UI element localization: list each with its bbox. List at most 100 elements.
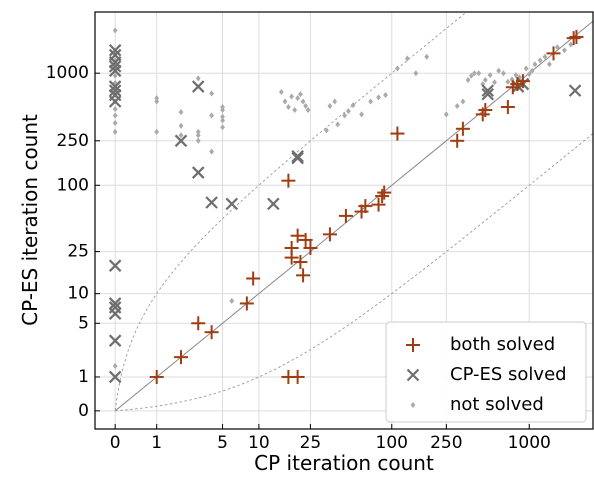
y-tick-label: 10 bbox=[67, 284, 89, 304]
point-not-solved bbox=[154, 98, 159, 104]
point-not-solved bbox=[351, 102, 356, 108]
point-both-solved bbox=[240, 296, 254, 310]
point-not-solved bbox=[328, 103, 333, 109]
point-both-solved bbox=[501, 100, 515, 114]
legend: both solved CP-ES solved not solved bbox=[386, 322, 586, 422]
point-both-solved bbox=[296, 268, 310, 282]
point-not-solved bbox=[466, 77, 471, 83]
point-not-solved bbox=[547, 61, 552, 67]
point-not-solved bbox=[279, 89, 284, 95]
point-cp-es-solved bbox=[292, 151, 303, 162]
point-not-solved bbox=[346, 108, 351, 114]
x-tick-label: 250 bbox=[430, 433, 462, 453]
y-axis-title: CP-ES iteration count bbox=[18, 114, 42, 326]
point-not-solved bbox=[113, 113, 118, 119]
point-both-solved bbox=[205, 325, 219, 339]
point-not-solved bbox=[455, 103, 460, 109]
point-not-solved bbox=[179, 123, 184, 129]
point-not-solved bbox=[524, 66, 529, 72]
y-tick-label: 1 bbox=[78, 367, 89, 387]
point-not-solved bbox=[376, 94, 381, 100]
point-not-solved bbox=[476, 70, 481, 76]
point-both-solved bbox=[191, 316, 205, 330]
point-not-solved bbox=[359, 111, 364, 117]
x-tick-label: 5 bbox=[217, 433, 228, 453]
point-not-solved bbox=[562, 47, 567, 53]
x-tick-label: 1 bbox=[151, 433, 162, 453]
point-not-solved bbox=[301, 98, 306, 104]
point-not-solved bbox=[283, 98, 288, 104]
point-cp-es-solved bbox=[292, 153, 303, 164]
point-cp-es-solved bbox=[193, 167, 204, 178]
point-both-solved bbox=[174, 350, 188, 364]
point-cp-es-solved bbox=[206, 197, 217, 208]
point-not-solved bbox=[444, 111, 449, 117]
x-axis-title: CP iteration count bbox=[254, 451, 434, 475]
legend-label-both-solved: both solved bbox=[450, 334, 555, 355]
point-not-solved bbox=[229, 298, 234, 304]
point-not-solved bbox=[113, 120, 118, 126]
x-tick-label: 1000 bbox=[508, 433, 551, 453]
legend-label-not-solved: not solved bbox=[450, 394, 544, 415]
point-not-solved bbox=[209, 90, 214, 96]
point-cp-es-solved bbox=[570, 85, 581, 96]
point-not-solved bbox=[220, 107, 225, 113]
point-not-solved bbox=[295, 95, 300, 101]
point-not-solved bbox=[395, 66, 400, 72]
point-not-solved bbox=[209, 113, 214, 119]
y-tick-label: 5 bbox=[78, 313, 89, 333]
point-both-solved bbox=[390, 127, 404, 141]
point-not-solved bbox=[179, 109, 184, 115]
y-tick-label: 250 bbox=[57, 131, 89, 151]
point-not-solved bbox=[209, 149, 214, 155]
y-tick-label: 1000 bbox=[46, 63, 89, 83]
point-not-solved bbox=[332, 98, 337, 104]
x-axis-ticks: 0 1 5 10 25 100 250 1000 bbox=[110, 424, 551, 453]
point-both-solved bbox=[291, 370, 305, 384]
point-both-solved bbox=[375, 189, 389, 203]
point-both-solved bbox=[569, 30, 583, 44]
point-not-solved bbox=[505, 79, 510, 85]
point-not-solved bbox=[383, 92, 388, 98]
y-tick-label: 0 bbox=[78, 401, 89, 421]
point-cp-es-solved bbox=[193, 81, 204, 92]
point-cp-es-solved bbox=[268, 198, 279, 209]
point-not-solved bbox=[196, 132, 201, 138]
point-not-solved bbox=[413, 70, 418, 76]
point-not-solved bbox=[196, 138, 201, 144]
point-cp-es-solved bbox=[226, 198, 237, 209]
point-not-solved bbox=[368, 98, 373, 104]
point-not-solved bbox=[113, 106, 118, 112]
point-not-solved bbox=[113, 27, 118, 33]
point-not-solved bbox=[424, 54, 429, 60]
point-not-solved bbox=[405, 56, 410, 62]
point-not-solved bbox=[492, 79, 497, 85]
x-tick-label: 10 bbox=[248, 433, 270, 453]
point-not-solved bbox=[286, 104, 291, 110]
point-not-solved bbox=[335, 121, 340, 127]
y-tick-label: 100 bbox=[57, 175, 89, 195]
point-not-solved bbox=[483, 77, 488, 83]
point-not-solved bbox=[533, 61, 538, 67]
series-not-solved bbox=[113, 27, 573, 369]
point-not-solved bbox=[113, 129, 118, 135]
x-tick-label: 100 bbox=[376, 433, 408, 453]
point-not-solved bbox=[196, 75, 201, 81]
point-not-solved bbox=[113, 363, 118, 369]
point-not-solved bbox=[220, 117, 225, 123]
point-not-solved bbox=[289, 94, 294, 100]
point-both-solved bbox=[339, 209, 353, 223]
point-not-solved bbox=[179, 132, 184, 138]
point-not-solved bbox=[501, 70, 506, 76]
y-axis-ticks: 0 1 5 10 25 100 250 1000 bbox=[46, 63, 100, 421]
point-not-solved bbox=[461, 98, 466, 104]
point-not-solved bbox=[292, 107, 297, 113]
x-tick-label: 25 bbox=[300, 433, 322, 453]
legend-label-cp-es-solved: CP-ES solved bbox=[450, 364, 567, 385]
y-tick-label: 25 bbox=[67, 242, 89, 262]
point-both-solved bbox=[246, 271, 260, 285]
point-not-solved bbox=[298, 91, 303, 97]
point-not-solved bbox=[568, 41, 573, 47]
